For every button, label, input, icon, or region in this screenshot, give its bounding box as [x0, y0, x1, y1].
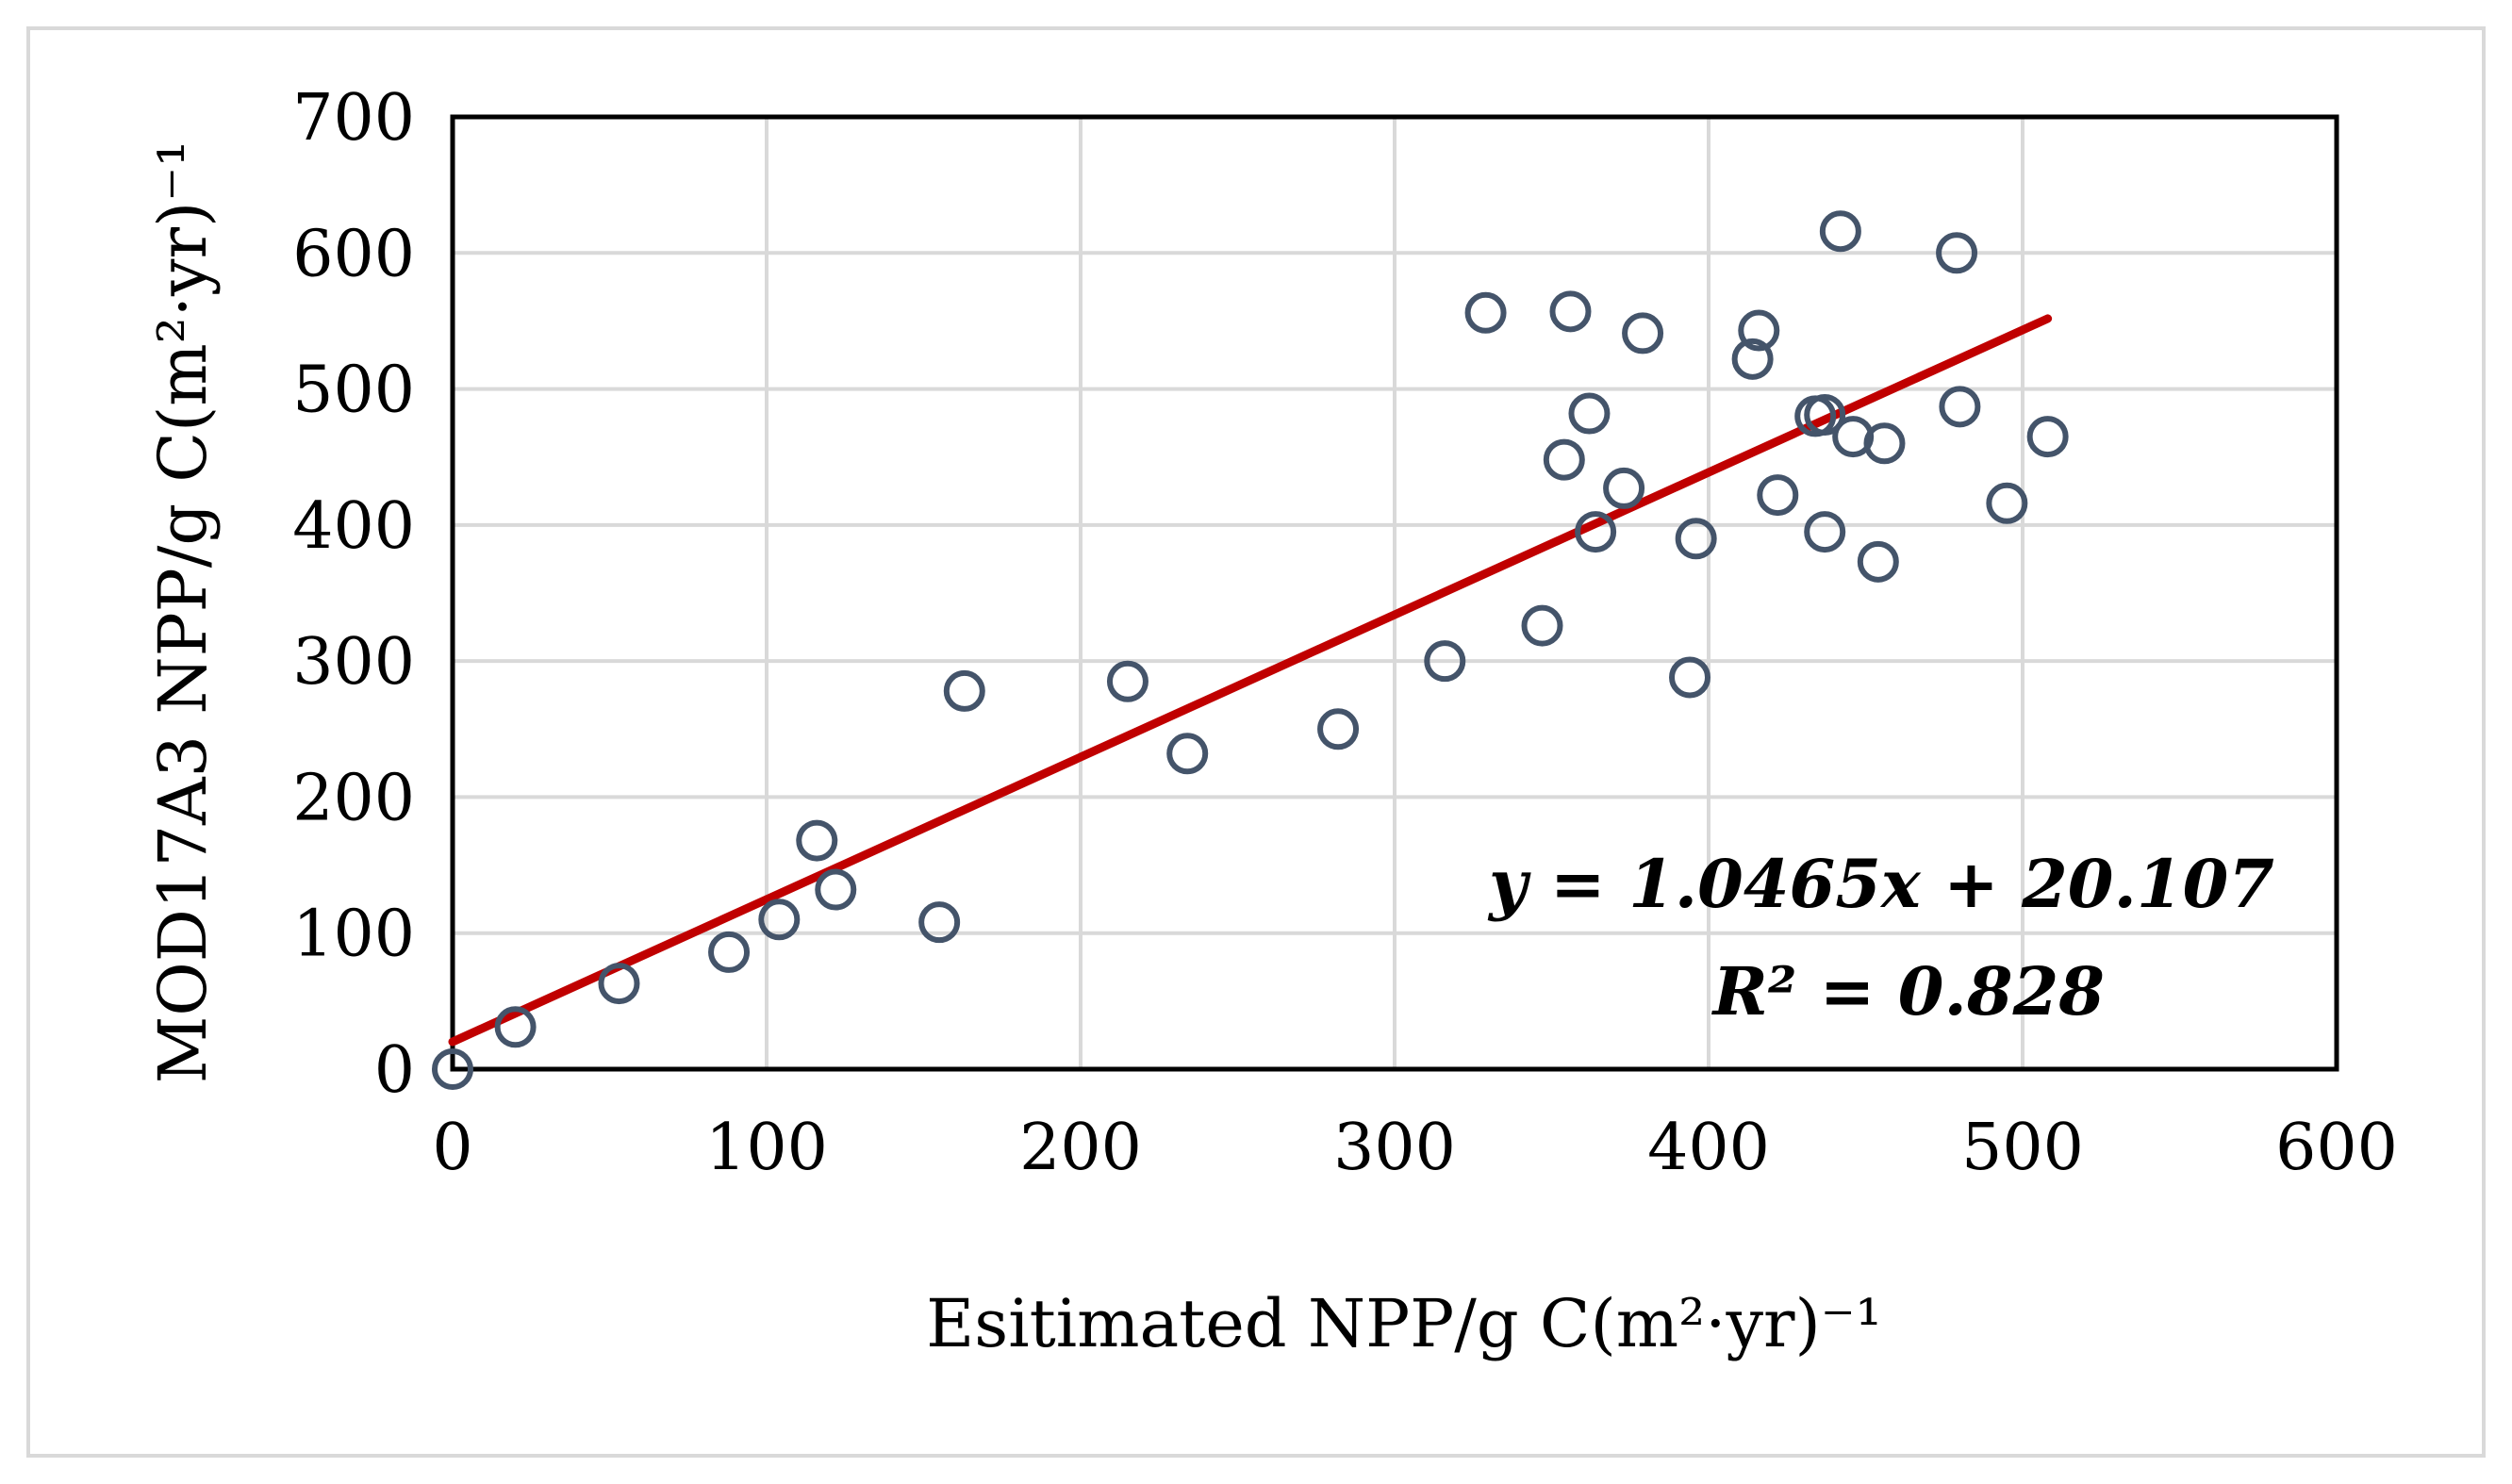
data-point-4 — [758, 899, 801, 941]
data-points — [432, 210, 2069, 1090]
x-tick-500: 500 — [1961, 1111, 2084, 1185]
data-point-28 — [1804, 511, 1846, 553]
data-point-21 — [1669, 656, 1711, 699]
data-point-10 — [1166, 733, 1209, 775]
data-point-31 — [1857, 540, 1899, 583]
data-point-27 — [1804, 393, 1846, 436]
data-point-11 — [1317, 708, 1360, 750]
data-point-16 — [1549, 290, 1592, 333]
y-tick-700: 700 — [292, 81, 415, 156]
x-tick-600: 600 — [2275, 1111, 2398, 1185]
data-point-13 — [1464, 291, 1507, 334]
y-axis-tick-labels: 0 100 200 300 400 500 600 700 — [292, 81, 415, 1108]
x-axis-tick-labels: 0 100 200 300 400 500 600 — [432, 1111, 2398, 1185]
data-point-36 — [2026, 416, 2069, 458]
data-point-23 — [1731, 338, 1774, 380]
y-axis-title: MOD17A3 NPP/g C(m²·yr)⁻¹ — [144, 140, 222, 1084]
data-point-12 — [1424, 640, 1466, 683]
y-tick-100: 100 — [292, 898, 415, 972]
data-point-33 — [1936, 232, 1978, 274]
x-tick-100: 100 — [705, 1111, 828, 1185]
x-tick-200: 200 — [1019, 1111, 1142, 1185]
data-point-35 — [1986, 482, 2028, 524]
x-tick-0: 0 — [432, 1111, 472, 1185]
data-point-7 — [918, 901, 961, 944]
y-tick-600: 600 — [292, 217, 415, 291]
data-point-30 — [1832, 416, 1875, 458]
data-point-6 — [815, 868, 857, 911]
y-tick-0: 0 — [374, 1033, 415, 1108]
data-point-8 — [943, 669, 985, 712]
data-point-19 — [1603, 467, 1645, 509]
trendline — [448, 314, 2053, 1047]
data-point-20 — [1622, 312, 1664, 355]
y-tick-400: 400 — [292, 489, 415, 564]
y-tick-300: 300 — [292, 625, 415, 700]
data-point-14 — [1521, 604, 1563, 647]
data-point-18 — [1575, 511, 1617, 553]
data-point-34 — [1939, 386, 1981, 428]
y-tick-500: 500 — [292, 354, 415, 428]
data-point-22 — [1675, 518, 1717, 560]
data-point-3 — [708, 931, 751, 973]
x-axis-title: Esitimated NPP/g C(m²·yr)⁻¹ — [926, 1285, 1882, 1362]
x-tick-300: 300 — [1333, 1111, 1456, 1185]
plot-border — [450, 114, 2339, 1072]
data-point-15 — [1543, 438, 1585, 481]
regression-equation: y = 1.0465x + 20.107 — [1487, 845, 2274, 923]
r-squared-label: R² = 0.828 — [1711, 952, 2105, 1031]
y-tick-200: 200 — [292, 761, 415, 835]
data-point-32 — [1863, 422, 1906, 465]
vertical-gridlines — [765, 117, 2024, 1069]
data-point-0 — [432, 1048, 473, 1090]
data-point-2 — [598, 963, 640, 1005]
data-point-25 — [1757, 474, 1799, 517]
data-point-1 — [494, 1006, 537, 1048]
data-point-24 — [1738, 309, 1780, 352]
data-point-5 — [796, 819, 838, 862]
data-point-29 — [1819, 210, 1861, 253]
x-tick-400: 400 — [1647, 1111, 1770, 1185]
data-point-9 — [1106, 660, 1149, 702]
data-point-17 — [1568, 392, 1611, 435]
